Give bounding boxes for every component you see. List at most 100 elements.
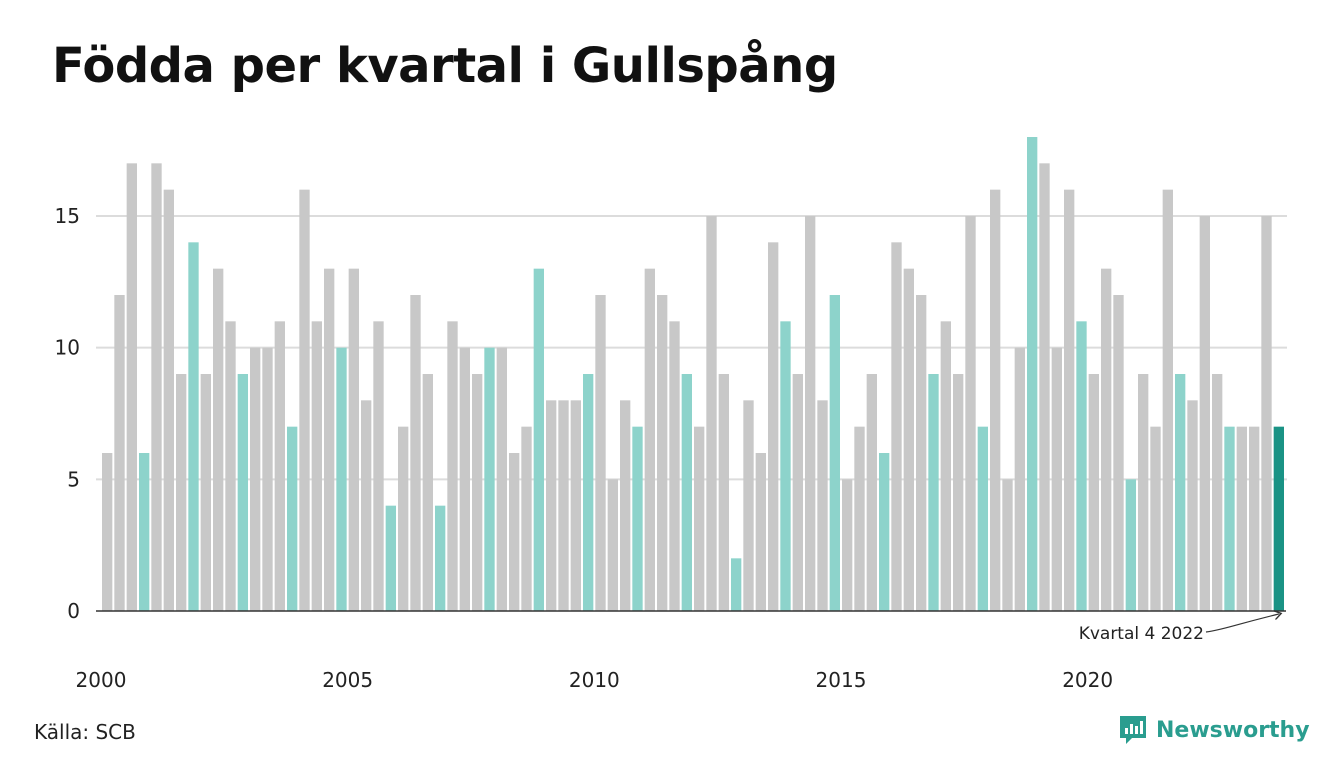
bar (139, 453, 150, 611)
bar (1175, 374, 1186, 611)
bar (102, 453, 113, 611)
bar (681, 374, 692, 611)
bar (1088, 374, 1099, 611)
bar (731, 558, 742, 611)
bar (435, 505, 446, 611)
bar (583, 374, 594, 611)
bar (965, 216, 976, 611)
bar (422, 374, 433, 611)
brand-name: Newsworthy (1156, 717, 1310, 743)
bar (509, 453, 520, 611)
annotation-arrow (1205, 614, 1279, 633)
bar (743, 400, 754, 611)
bar (1113, 295, 1124, 611)
y-tick-label: 15 (55, 204, 80, 228)
bar (632, 426, 643, 611)
bar (805, 216, 816, 611)
bar (188, 242, 199, 611)
bar (1150, 426, 1161, 611)
bar (718, 374, 729, 611)
y-tick-label: 0 (67, 599, 80, 623)
bar (1064, 189, 1075, 612)
bar (311, 321, 322, 611)
bar (595, 295, 606, 611)
bar (1199, 216, 1210, 611)
source-label: Källa: SCB (34, 720, 136, 744)
bar (780, 321, 791, 611)
bar (1076, 321, 1087, 611)
bar (1187, 400, 1198, 611)
bar (484, 347, 495, 611)
bar (1125, 479, 1136, 611)
bar (237, 374, 248, 611)
bars (102, 137, 1284, 612)
bar (151, 163, 162, 611)
bar (336, 347, 347, 611)
bar (768, 242, 779, 611)
bar (829, 295, 840, 611)
bar (1002, 479, 1013, 611)
bar (163, 189, 174, 612)
bar (607, 479, 618, 611)
x-tick-label: 2010 (569, 668, 620, 692)
bar (903, 268, 914, 611)
bar (176, 374, 187, 611)
bar (324, 268, 335, 611)
bar (1101, 268, 1112, 611)
bar (657, 295, 668, 611)
bar (1261, 216, 1272, 611)
brand-logo[interactable]: Newsworthy (1118, 714, 1310, 746)
bar (755, 453, 766, 611)
bar (570, 400, 581, 611)
bar (928, 374, 939, 611)
bar (447, 321, 458, 611)
bar (496, 347, 507, 611)
bar (1138, 374, 1149, 611)
bar (1273, 426, 1284, 611)
bar (1027, 137, 1038, 611)
bar (521, 426, 532, 611)
bar (348, 268, 359, 611)
y-tick-label: 5 (67, 467, 80, 491)
bar (225, 321, 236, 611)
bar (1162, 189, 1173, 612)
bar (916, 295, 927, 611)
bar (1249, 426, 1260, 611)
bar (644, 268, 655, 611)
bar (620, 400, 631, 611)
bar (990, 189, 1001, 612)
newsworthy-logo-icon (1120, 716, 1146, 744)
bar (792, 374, 803, 611)
bar (854, 426, 865, 611)
bar (213, 268, 224, 611)
bar (410, 295, 421, 611)
bar (114, 295, 125, 611)
bar (879, 453, 890, 611)
bar (472, 374, 483, 611)
bar (262, 347, 273, 611)
bar (940, 321, 951, 611)
bar (299, 189, 310, 612)
bar (385, 505, 396, 611)
bar (533, 268, 544, 611)
bar (126, 163, 137, 611)
y-tick-label: 10 (55, 336, 80, 360)
x-tick-label: 2005 (322, 668, 373, 692)
bar (250, 347, 261, 611)
bar (1039, 163, 1050, 611)
bar (398, 426, 409, 611)
bar (842, 479, 853, 611)
bar (287, 426, 298, 611)
bar (669, 321, 680, 611)
bar-chart: 0 5 10 15 2000 2005 2010 2015 2020 Kvartal 4 202… (55, 137, 1287, 692)
bar (200, 374, 211, 611)
bar (694, 426, 705, 611)
bar (1212, 374, 1223, 611)
bar (866, 374, 877, 611)
bar (274, 321, 285, 611)
x-tick-label: 2020 (1062, 668, 1113, 692)
chart-title: Födda per kvartal i Gullspång (52, 38, 838, 94)
annotation-label: Kvartal 4 2022 (1079, 624, 1204, 644)
bar (361, 400, 372, 611)
bar (1014, 347, 1025, 611)
